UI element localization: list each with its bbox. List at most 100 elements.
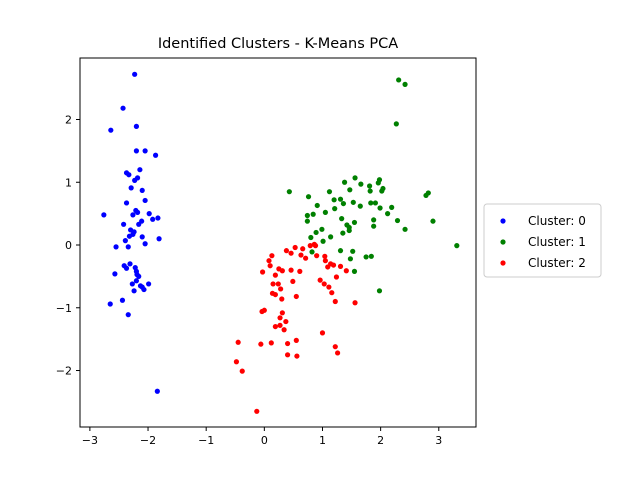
data-point-cluster-2 — [275, 281, 281, 287]
data-point-cluster-1 — [402, 81, 408, 87]
data-point-cluster-1 — [320, 238, 326, 244]
data-point-cluster-1 — [304, 218, 310, 224]
data-point-cluster-1 — [347, 187, 353, 193]
data-point-cluster-1 — [332, 206, 338, 212]
data-point-cluster-1 — [393, 121, 399, 127]
data-point-cluster-1 — [402, 226, 408, 232]
data-point-cluster-1 — [350, 199, 356, 205]
data-point-cluster-2 — [281, 327, 287, 333]
data-point-cluster-0 — [119, 297, 126, 303]
data-point-cluster-2 — [270, 281, 276, 287]
data-point-cluster-0 — [139, 187, 145, 194]
data-point-cluster-2 — [311, 241, 317, 247]
data-point-cluster-1 — [341, 179, 348, 185]
data-point-cluster-2 — [332, 344, 338, 350]
data-point-cluster-2 — [326, 284, 332, 290]
x-tick-label: 3 — [435, 434, 442, 447]
data-point-cluster-2 — [272, 323, 278, 330]
data-point-cluster-0 — [130, 212, 136, 218]
data-point-cluster-0 — [127, 261, 133, 267]
x-tick-label: −1 — [198, 434, 214, 447]
data-point-cluster-2 — [284, 340, 291, 347]
data-point-cluster-2 — [298, 252, 304, 258]
data-point-cluster-0 — [131, 288, 137, 294]
data-point-cluster-2 — [268, 340, 274, 346]
data-point-cluster-1 — [337, 196, 344, 202]
data-point-cluster-2 — [267, 263, 273, 269]
y-tick-label: 1 — [65, 176, 72, 189]
data-point-cluster-2 — [317, 277, 323, 283]
data-point-cluster-2 — [303, 255, 309, 261]
legend-marker-cluster-1 — [500, 239, 506, 245]
data-point-cluster-1 — [396, 77, 402, 83]
data-point-cluster-0 — [121, 221, 127, 227]
data-point-cluster-2 — [335, 350, 341, 356]
data-point-cluster-1 — [340, 200, 347, 207]
x-tick-label: 1 — [319, 434, 326, 447]
data-point-cluster-2 — [293, 293, 299, 300]
data-point-cluster-1 — [367, 188, 373, 194]
data-point-cluster-0 — [146, 281, 152, 287]
data-point-cluster-0 — [155, 215, 161, 221]
data-point-cluster-1 — [368, 200, 374, 206]
y-tick-label: 0 — [65, 239, 72, 252]
data-point-cluster-1 — [371, 223, 377, 229]
data-point-cluster-2 — [284, 352, 291, 358]
data-point-cluster-2 — [329, 290, 335, 296]
data-point-cluster-0 — [133, 278, 140, 284]
data-point-cluster-2 — [277, 322, 283, 328]
data-point-cluster-0 — [154, 388, 160, 394]
data-point-cluster-1 — [310, 211, 316, 217]
data-point-cluster-1 — [394, 217, 401, 224]
points-layer — [101, 71, 460, 414]
data-point-cluster-1 — [379, 188, 385, 194]
y-tick-label: −2 — [56, 365, 72, 378]
data-point-cluster-2 — [337, 263, 344, 269]
data-point-cluster-2 — [239, 368, 245, 374]
data-point-cluster-1 — [371, 217, 377, 223]
data-point-cluster-2 — [321, 281, 327, 287]
data-point-cluster-0 — [137, 167, 143, 173]
data-point-cluster-2 — [322, 253, 328, 259]
data-point-cluster-2 — [269, 253, 275, 259]
data-point-cluster-1 — [339, 216, 345, 222]
data-point-cluster-0 — [132, 71, 138, 77]
data-point-cluster-2 — [283, 318, 289, 325]
data-point-cluster-0 — [128, 185, 134, 191]
data-point-cluster-0 — [126, 233, 133, 239]
data-point-cluster-0 — [120, 105, 126, 111]
data-point-cluster-2 — [279, 310, 285, 316]
data-point-cluster-1 — [286, 189, 292, 195]
data-point-cluster-0 — [101, 212, 107, 218]
data-point-cluster-2 — [314, 253, 320, 259]
data-point-cluster-2 — [288, 267, 294, 273]
legend-label-cluster-1: Cluster: 1 — [528, 235, 586, 249]
data-point-cluster-0 — [134, 209, 141, 215]
data-point-cluster-1 — [340, 230, 346, 236]
data-point-cluster-2 — [333, 274, 340, 280]
x-tick-label: 2 — [377, 434, 384, 447]
data-point-cluster-2 — [300, 246, 306, 252]
data-point-cluster-1 — [309, 249, 315, 255]
data-point-cluster-1 — [314, 202, 320, 209]
data-point-cluster-1 — [376, 288, 383, 294]
data-point-cluster-1 — [319, 226, 325, 232]
data-point-cluster-1 — [366, 183, 373, 189]
chart-title: Identified Clusters - K-Means PCA — [158, 36, 398, 52]
data-point-cluster-0 — [122, 238, 128, 244]
data-point-cluster-0 — [125, 312, 131, 318]
data-point-cluster-1 — [346, 227, 352, 234]
data-point-cluster-0 — [139, 234, 145, 240]
data-point-cluster-1 — [322, 209, 328, 215]
data-point-cluster-1 — [331, 197, 337, 203]
data-point-cluster-2 — [259, 269, 266, 275]
data-point-cluster-1 — [425, 190, 431, 196]
data-point-cluster-2 — [319, 330, 326, 336]
data-point-cluster-2 — [259, 308, 265, 315]
data-point-cluster-2 — [307, 243, 313, 249]
data-point-cluster-2 — [254, 408, 260, 414]
data-point-cluster-2 — [272, 272, 278, 278]
data-point-cluster-2 — [332, 298, 338, 305]
data-point-cluster-2 — [294, 353, 300, 359]
